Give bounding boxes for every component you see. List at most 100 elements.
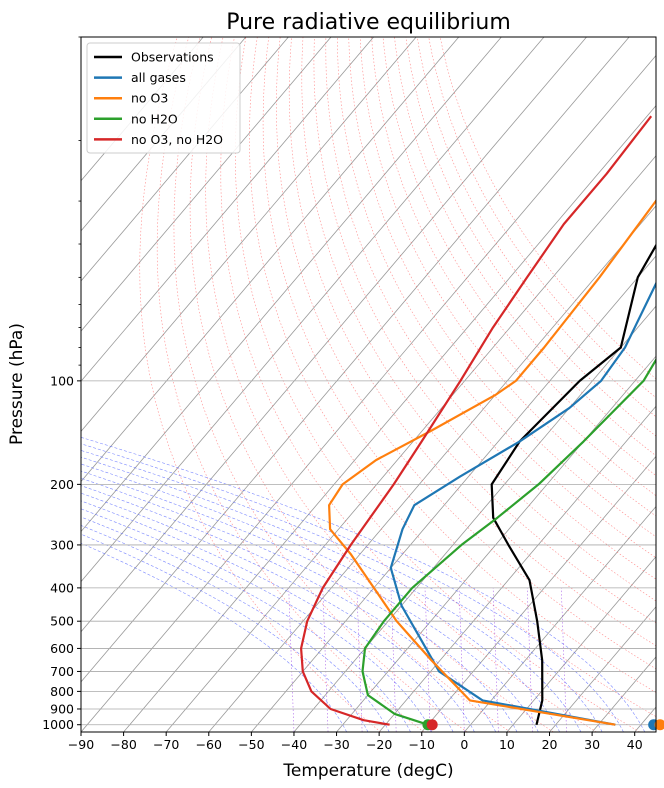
y-tick-label: 800 xyxy=(50,684,74,699)
isotherm-line xyxy=(81,37,502,533)
isotherm-line xyxy=(464,505,656,732)
series-layer xyxy=(300,115,656,726)
y-tick-label: 300 xyxy=(50,537,74,552)
y-tick-label: 100 xyxy=(50,373,74,388)
dry-adiabat-line xyxy=(276,37,656,670)
isotherm-line xyxy=(81,54,656,732)
dry-adiabat-line xyxy=(348,37,656,538)
y-tick-label: 500 xyxy=(50,614,74,629)
dry-adiabat-line xyxy=(249,37,656,717)
y-tick-label: 900 xyxy=(50,701,74,716)
moist-adiabat-line xyxy=(81,508,433,732)
series-line-0 xyxy=(490,243,656,725)
dry-adiabat-line xyxy=(359,37,656,517)
dry-adiabat-line xyxy=(288,37,656,647)
dry-adiabat-line xyxy=(313,37,656,602)
y-tick-label: 700 xyxy=(50,664,74,679)
x-tick-label: 40 xyxy=(627,737,643,752)
dry-adiabat-line xyxy=(417,37,656,418)
moist-adiabat-line xyxy=(81,470,539,732)
dry-adiabat-line xyxy=(336,37,656,559)
moist-adiabat-line xyxy=(81,492,475,732)
mixing-ratio-line xyxy=(356,587,363,732)
dry-adiabat-line xyxy=(205,37,554,732)
dry-adiabat-line xyxy=(301,37,656,624)
y-tick-label: 400 xyxy=(50,580,74,595)
isotherm-line xyxy=(81,37,545,583)
legend-label: no H2O xyxy=(131,111,178,126)
mixing-ratio-line xyxy=(526,587,533,732)
legend-box xyxy=(86,42,241,154)
dry-adiabat-line xyxy=(439,37,656,380)
y-tick-label: 600 xyxy=(50,641,74,656)
mixing-ratio-line xyxy=(288,587,295,732)
isotherm-line xyxy=(81,37,417,432)
isotherm-line xyxy=(208,205,656,732)
moist-adiabat-line xyxy=(81,450,603,732)
dry-adiabat-line xyxy=(382,37,656,476)
moist-adiabat-line xyxy=(81,477,518,732)
moist-adiabat-line xyxy=(81,463,560,732)
isotherm-line xyxy=(165,155,656,732)
x-tick-label: 0 xyxy=(460,737,468,752)
x-tick-label: −50 xyxy=(238,737,264,752)
moist-adiabat-line xyxy=(81,485,497,732)
series-line-1 xyxy=(389,281,656,726)
isotherm-line xyxy=(506,556,656,732)
legend-label: all gases xyxy=(131,70,186,85)
series-line-3 xyxy=(361,357,656,726)
mixing-ratio-line xyxy=(492,587,499,732)
x-tick-label: −70 xyxy=(153,737,179,752)
moist-adiabat-line xyxy=(81,533,369,732)
isotherm-line xyxy=(251,255,656,732)
y-tick-label: 1000 xyxy=(42,717,74,732)
x-tick-label: −80 xyxy=(110,737,136,752)
legend-label: no O3 xyxy=(131,91,168,106)
legend-label: Observations xyxy=(131,50,214,65)
isotherm-line xyxy=(421,455,656,732)
moist-adiabat-line xyxy=(81,525,390,732)
background-lines xyxy=(81,37,656,732)
dry-adiabat-line xyxy=(325,37,656,580)
y-axis-label: Pressure (hPa) xyxy=(7,323,27,445)
isotherm-line xyxy=(336,355,656,732)
isotherm-line xyxy=(81,37,460,483)
x-tick-label: −30 xyxy=(323,737,349,752)
moist-adiabat-line xyxy=(81,436,646,732)
isotherm-line xyxy=(591,656,656,732)
x-tick-label: −20 xyxy=(366,737,392,752)
isotherm-line xyxy=(549,606,656,732)
x-tick-label: −10 xyxy=(409,737,435,752)
moist-adiabat-line xyxy=(81,542,347,732)
dry-adiabat-line xyxy=(371,37,656,497)
x-tick-label: 20 xyxy=(542,737,558,752)
dry-adiabat-line xyxy=(262,37,656,693)
isotherm-line xyxy=(378,405,656,732)
legend-label: no O3, no H2O xyxy=(131,132,223,147)
dry-adiabat-line xyxy=(405,37,656,437)
series-line-2 xyxy=(328,198,656,726)
y-tick-label: 200 xyxy=(50,477,74,492)
moist-adiabat-line xyxy=(81,500,454,732)
isotherm-line xyxy=(123,105,656,732)
surface-marker-1 xyxy=(654,719,664,731)
dry-adiabat-line xyxy=(220,37,597,732)
isotherm-line xyxy=(81,37,587,633)
x-tick-label: −60 xyxy=(196,737,222,752)
x-tick-label: −40 xyxy=(281,737,307,752)
plot-frame xyxy=(80,36,657,733)
pressure-grid xyxy=(81,380,656,726)
moist-adiabat-line xyxy=(81,516,411,732)
chart-title: Pure radiative equilibrium xyxy=(226,10,511,35)
mixing-ratio-line xyxy=(458,587,465,732)
x-tick-label: 10 xyxy=(499,737,515,752)
isotherm-line xyxy=(293,305,656,732)
mixing-ratio-line xyxy=(424,587,431,732)
moist-adiabat-line xyxy=(81,456,582,732)
dry-adiabat-line xyxy=(235,37,640,732)
surface-marker-3 xyxy=(426,719,438,731)
moist-adiabat-line xyxy=(81,443,624,732)
mixing-ratio-line xyxy=(322,587,329,732)
